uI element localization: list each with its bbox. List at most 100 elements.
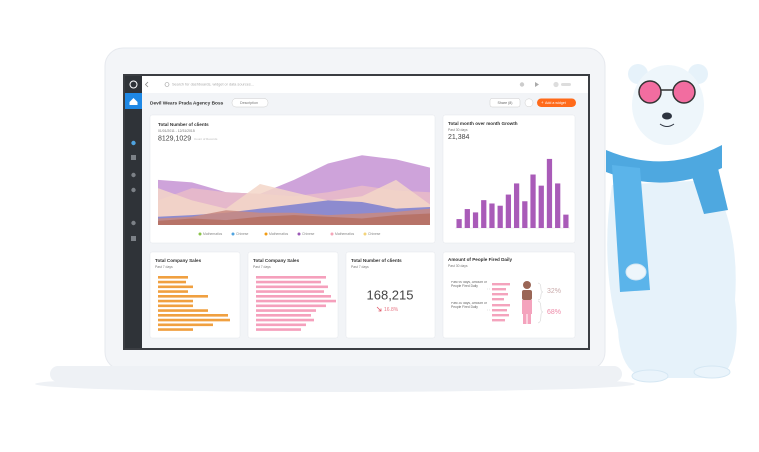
mini-bar [492, 283, 510, 286]
share-label: Share (8) [498, 101, 513, 105]
widget-subtitle: Past 7 days [253, 265, 271, 269]
description-label: Description [240, 101, 258, 105]
sidebar [125, 76, 142, 348]
nav-user[interactable] [131, 140, 136, 146]
widget-title: Total Number of clients [351, 258, 402, 263]
legend-swatch [363, 232, 367, 236]
widget-subtitle: Past 30 days [448, 264, 468, 268]
nav-widgets[interactable] [131, 155, 136, 160]
widget-value: 21,384 [448, 134, 470, 141]
bar [256, 290, 324, 293]
more-button[interactable] [524, 98, 534, 108]
kpi-change: 16.8% [384, 307, 399, 313]
bar [464, 209, 470, 228]
legend-swatch [198, 232, 202, 236]
plus-icon: + [541, 100, 544, 105]
hbar-chart [256, 276, 336, 331]
nav-settings[interactable] [131, 236, 136, 241]
polar-bear [606, 64, 737, 383]
bar [158, 295, 208, 298]
bar-chart [455, 158, 570, 229]
bear-mouth [659, 123, 675, 127]
laptop-base [50, 366, 622, 382]
bar [158, 299, 193, 303]
hbar-chart [158, 276, 230, 331]
nav-star[interactable] [131, 172, 136, 178]
legend-swatch [297, 232, 301, 236]
description-button[interactable] [231, 98, 269, 108]
nav-clock[interactable] [131, 187, 136, 193]
leader-lines [487, 288, 491, 311]
mini-bar [492, 298, 504, 301]
collapse-icon[interactable] [144, 81, 149, 88]
bar [555, 183, 561, 228]
bar [256, 285, 328, 289]
bar [563, 214, 569, 228]
bar [158, 314, 228, 317]
legend-label: Chinese [368, 232, 381, 236]
search-icon [164, 82, 170, 87]
bear-foot [693, 365, 731, 379]
bar [489, 203, 495, 228]
add-widget-button[interactable] [537, 98, 576, 108]
mini-bar [492, 293, 508, 296]
search-input[interactable]: Search for dashboards, widget or data so… [172, 83, 254, 87]
bar [158, 276, 188, 279]
group-label-box: Past 30 days, Amount of People Fired Dai… [451, 302, 487, 309]
bar [256, 295, 331, 298]
bar [472, 212, 479, 228]
home-icon [129, 98, 138, 105]
add-widget-label: Add a widget [545, 101, 566, 105]
card [442, 251, 576, 339]
scarf-end [690, 160, 728, 214]
bar [256, 309, 316, 312]
mini-bar [492, 314, 509, 317]
logo [129, 80, 138, 89]
group-label: Past 90 days, Amount of People Fired Dai… [451, 281, 487, 288]
person-lower [522, 300, 532, 314]
notification-icon[interactable] [519, 82, 525, 87]
mini-bars [492, 283, 510, 322]
bar [158, 318, 230, 322]
sunglasses-lens [672, 80, 696, 104]
bear-head [632, 65, 704, 145]
widget-title: Amount of People Fired Daily [448, 257, 513, 262]
dashboard-title: Devil Wears Prada Agency Boss [150, 100, 224, 106]
card [345, 251, 436, 339]
share-button[interactable] [489, 98, 521, 108]
bar [256, 299, 336, 303]
legend-label: Mathematics [335, 232, 355, 236]
mini-bar [492, 309, 507, 312]
widget-title: Total Company Sales [155, 258, 202, 263]
bar [505, 194, 512, 228]
rocket-icon[interactable] [535, 82, 539, 87]
bar [497, 205, 503, 228]
person-leg [527, 314, 531, 324]
bar [158, 323, 213, 327]
nav-search[interactable] [131, 220, 136, 226]
legend-swatch [231, 232, 235, 236]
bar [158, 304, 193, 308]
bear-nose [662, 112, 672, 120]
scarf-end [612, 165, 650, 292]
mini-bar [492, 319, 505, 322]
bar [530, 174, 536, 228]
legend-label: Mathematics [269, 232, 289, 236]
bear-paw [625, 263, 647, 281]
bar [546, 158, 553, 228]
sidebar-icons [131, 140, 136, 241]
area-chart: Mathematics Chinese Mathematics Chinese Math… [158, 155, 430, 236]
group-label-box: Past 90 days, Amount of People Fired Dai… [451, 281, 487, 288]
bar [456, 219, 462, 228]
sunglasses-lens [638, 80, 662, 104]
legend-label: Mathematics [203, 232, 223, 236]
user-menu[interactable] [561, 83, 571, 86]
bar [256, 304, 326, 308]
group-percent: 68% [547, 309, 561, 316]
avatar[interactable] [553, 81, 559, 88]
bar [522, 201, 528, 228]
value-note: Count of Records [194, 137, 218, 141]
bar [256, 280, 321, 284]
widget-subtitle: Past 7 days [155, 265, 173, 269]
mini-bar [492, 288, 506, 291]
